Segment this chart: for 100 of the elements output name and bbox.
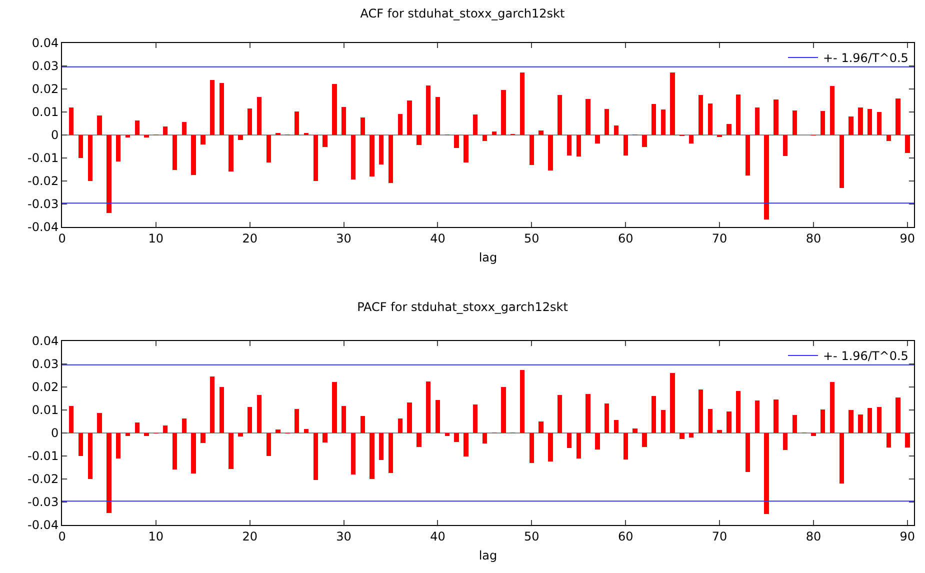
- bar: [97, 115, 102, 135]
- bar: [116, 433, 121, 458]
- x-axis-title: lag: [478, 250, 498, 264]
- bar: [454, 433, 459, 442]
- bar: [426, 85, 431, 135]
- bar: [586, 98, 590, 135]
- bar: [88, 135, 93, 181]
- bar: [670, 72, 675, 135]
- bar: [538, 130, 544, 135]
- bar: [660, 109, 666, 135]
- bar: [566, 433, 572, 448]
- bar: [651, 104, 656, 135]
- bar: [623, 135, 628, 156]
- bar: [482, 433, 488, 444]
- bar: [811, 433, 816, 436]
- x-tick-label: 20: [242, 231, 258, 246]
- y-tick-label: -0.02: [28, 472, 59, 486]
- bar: [219, 83, 224, 135]
- x-tick-label: 50: [524, 529, 540, 544]
- bar: [708, 409, 713, 433]
- bar: [332, 382, 337, 433]
- bar: [520, 72, 525, 135]
- bar: [604, 109, 610, 135]
- bar: [754, 108, 760, 135]
- bar: [341, 406, 346, 433]
- bar: [238, 433, 243, 437]
- bar: [614, 420, 619, 433]
- x-axis-title: lag: [478, 548, 498, 562]
- bar: [172, 433, 178, 470]
- bar: [106, 433, 112, 514]
- bar: [782, 433, 788, 450]
- bar: [642, 135, 647, 147]
- bar: [228, 135, 234, 172]
- bar: [708, 103, 713, 135]
- bar: [266, 433, 272, 456]
- bar: [680, 433, 684, 440]
- bar: [736, 94, 741, 135]
- bar: [407, 100, 412, 135]
- bar: [698, 95, 704, 135]
- bar: [248, 406, 252, 433]
- bar: [219, 386, 224, 433]
- bar: [125, 433, 130, 436]
- bar: [248, 108, 252, 135]
- bar: [379, 433, 384, 460]
- bar: [482, 135, 488, 141]
- bar: [464, 433, 468, 457]
- bar: [398, 114, 403, 135]
- bar: [182, 418, 186, 433]
- bar: [97, 412, 102, 433]
- bar: [689, 135, 694, 144]
- y-tick-label: -0.01: [28, 151, 59, 166]
- y-tick-label: 0: [50, 128, 59, 142]
- bar: [614, 126, 619, 135]
- bar: [736, 391, 741, 433]
- bar: [416, 135, 422, 146]
- bar: [200, 433, 206, 444]
- bar: [754, 400, 760, 433]
- bar: [360, 416, 365, 433]
- bar: [398, 418, 403, 433]
- y-tick-label: 0.04: [32, 334, 59, 348]
- bar: [782, 135, 788, 156]
- y-tick-label: 0.02: [32, 380, 59, 394]
- bar: [341, 106, 346, 135]
- bar: [435, 400, 440, 433]
- bar: [538, 422, 544, 433]
- bar: [435, 96, 440, 135]
- bar: [238, 135, 243, 140]
- y-tick-label: 0.01: [32, 403, 59, 418]
- y-tick-label: 0.04: [32, 36, 59, 50]
- bar: [670, 373, 675, 433]
- bar: [88, 433, 93, 479]
- bar: [116, 135, 121, 162]
- x-tick-label: 10: [148, 231, 164, 246]
- ref-line-label: +- 1.96/T^0.5: [823, 51, 908, 66]
- x-tick-label: 60: [618, 231, 634, 246]
- bar: [848, 410, 854, 433]
- bar: [604, 403, 610, 433]
- bar: [698, 389, 704, 433]
- bar: [360, 117, 365, 135]
- bar: [106, 135, 112, 214]
- x-tick-label: 30: [336, 529, 352, 544]
- bar: [144, 433, 149, 436]
- bar: [576, 135, 581, 156]
- bar: [520, 370, 525, 433]
- bar: [191, 433, 196, 474]
- x-tick-label: 80: [806, 529, 822, 544]
- bar: [868, 109, 872, 135]
- bar: [426, 381, 431, 433]
- bar: [256, 97, 262, 135]
- bar: [566, 135, 572, 156]
- x-tick-label: 90: [900, 231, 916, 246]
- bar: [839, 433, 844, 484]
- bar: [820, 409, 826, 433]
- bar: [69, 107, 74, 135]
- bar: [313, 135, 318, 181]
- bar: [78, 135, 84, 158]
- bar: [745, 135, 750, 176]
- bar: [379, 135, 384, 164]
- bar: [444, 433, 450, 436]
- bar: [388, 433, 394, 474]
